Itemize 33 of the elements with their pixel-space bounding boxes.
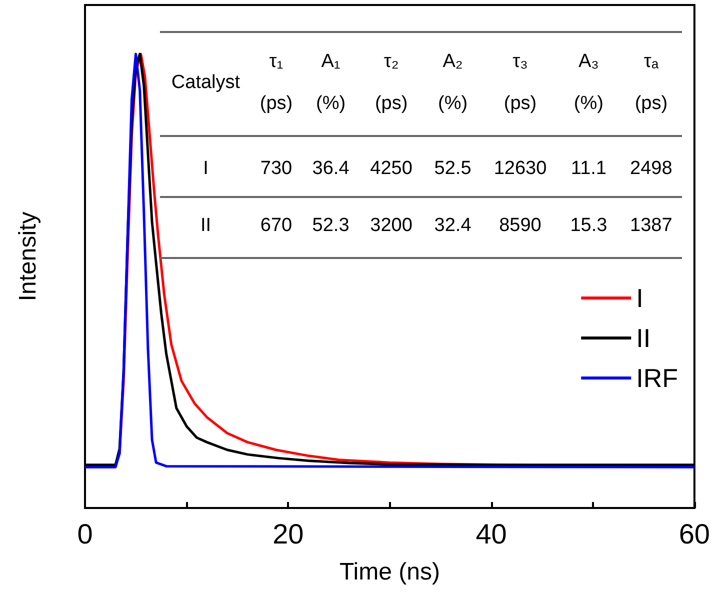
annotation: 3200 — [369, 214, 414, 238]
x-tick-label: 20 — [272, 518, 304, 550]
x-axis-title: Time (ns) — [339, 558, 440, 586]
annotation: τ₂ (ps) — [374, 50, 409, 116]
annotation: I — [160, 136, 252, 197]
annotation: A₁ (%) — [315, 50, 347, 116]
annotation: 12630 — [484, 136, 558, 197]
annotation: A₃ (%) — [572, 50, 604, 116]
annotation: 8590 — [498, 214, 542, 238]
annotation: 4250 — [360, 136, 422, 197]
x-tick-label: 0 — [77, 518, 93, 550]
annotation: Catalyst — [170, 71, 242, 95]
annotation: 15.3 — [569, 214, 608, 238]
annotation: τₐ (ps) — [634, 50, 669, 116]
annotation: 11.1 — [557, 136, 620, 197]
annotation: 52.5 — [422, 136, 484, 197]
annotation: 52.3 — [311, 214, 350, 238]
annotation: 730 — [251, 136, 302, 197]
annotation: 36.4 — [301, 136, 361, 197]
annotation: A₂ (%) — [437, 50, 469, 116]
annotation: τ₁ (ps) — [258, 50, 294, 116]
annotation: 32.4 — [433, 214, 472, 238]
annotation: 2498 — [620, 136, 682, 197]
annotation: τ₃ (ps) — [502, 50, 538, 116]
annotation: 1387 — [629, 214, 674, 238]
x-tick-label: 60 — [678, 518, 710, 550]
legend-label: IRF — [636, 363, 678, 393]
annotation: 670 — [259, 214, 294, 238]
legend-label: I — [636, 283, 644, 313]
y-axis-title: Intensity — [14, 212, 42, 302]
legend-label: II — [636, 323, 651, 353]
annotation: II — [199, 214, 212, 238]
x-tick-label: 40 — [476, 518, 507, 550]
